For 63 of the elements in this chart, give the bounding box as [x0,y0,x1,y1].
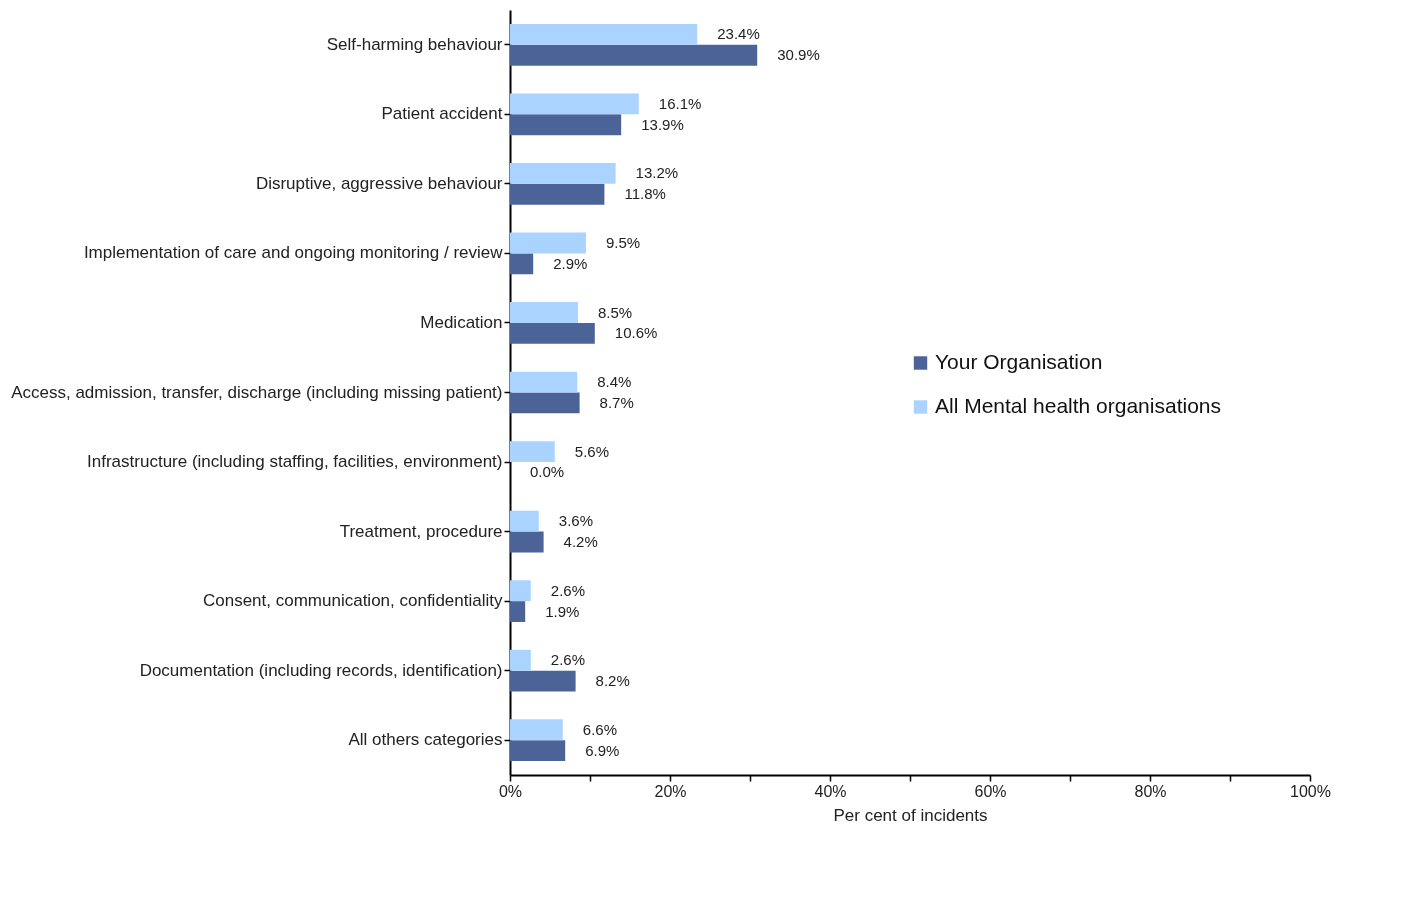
data-label: 8.5% [598,303,633,321]
y-tick-label: All others categories [348,730,503,750]
data-label: 8.4% [597,373,632,391]
bar [510,670,576,692]
data-label: 23.4% [717,25,760,43]
bar [510,23,698,45]
bar [510,531,544,553]
data-label: 2.6% [550,651,585,669]
y-tick-label: Access, admission, transfer, discharge (including missing patient) [11,382,503,402]
data-label: 2.9% [553,254,588,272]
bar [510,253,534,275]
x-tick-label: 100% [1290,782,1331,800]
data-label: 30.9% [777,46,820,64]
bar [510,510,539,532]
x-tick-label: 60% [974,782,1007,800]
y-tick-label: Implementation of care and ongoing monitoring / review [83,243,504,263]
data-label: 9.5% [606,233,641,251]
y-tick-label: Patient accident [381,104,503,124]
data-label: 3.6% [558,512,593,530]
y-tick-label: Documentation (including records, identification) [139,660,503,680]
y-tick-label: Infrastructure (including staffing, facilities, environment) [87,452,503,472]
x-tick-label: 40% [814,782,847,800]
data-label: 2.6% [550,581,585,599]
bar [510,441,555,463]
data-label: 6.6% [582,720,617,738]
bar [510,601,526,622]
data-label: 10.6% [614,324,658,342]
x-tick-label: 0% [498,782,523,800]
bar [510,183,605,205]
bar [510,232,586,254]
data-label: 13.2% [635,164,679,182]
x-tick-label: 80% [1134,782,1167,800]
legend-label: Your Organisation [935,350,1103,373]
bar [510,163,616,184]
bar [510,114,622,136]
bar [510,44,758,66]
bar [510,649,531,671]
data-label: 8.2% [595,672,630,690]
bar [510,580,531,602]
y-tick-label: Treatment, procedure [339,521,503,541]
data-label: 6.9% [585,741,620,759]
bar [510,371,578,393]
data-label: 1.9% [545,602,580,620]
legend-label: All Mental health organisations [935,394,1222,417]
x-axis-title: Per cent of incidents [833,805,988,825]
x-tick-label: 20% [654,782,687,800]
bar [510,93,639,115]
data-label: 0.0% [530,463,565,481]
y-tick-label: Consent, communication, confidentiality [202,591,503,611]
data-label: 4.2% [563,533,598,551]
data-label: 16.1% [658,94,702,112]
y-tick-label: Self-harming behaviour [326,34,503,54]
y-tick-label: Medication [420,312,503,332]
bar [510,302,578,323]
data-label: 5.6% [574,442,609,460]
data-label: 11.8% [624,185,666,203]
data-label: 8.7% [599,393,634,411]
bar [510,719,563,741]
bar [510,740,566,762]
y-tick-label: Disruptive, aggressive behaviour [255,173,503,193]
bar [510,392,580,414]
bar [510,322,595,344]
data-label: 13.9% [641,115,684,133]
